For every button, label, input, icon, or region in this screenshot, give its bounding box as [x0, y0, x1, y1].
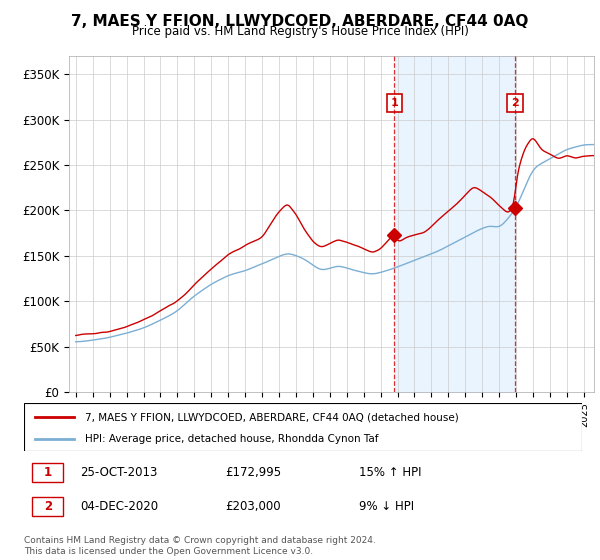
- FancyBboxPatch shape: [32, 463, 63, 482]
- Text: 04-DEC-2020: 04-DEC-2020: [80, 500, 158, 513]
- Text: 9% ↓ HPI: 9% ↓ HPI: [359, 500, 414, 513]
- Text: £203,000: £203,000: [225, 500, 281, 513]
- Text: 7, MAES Y FFION, LLWYDCOED, ABERDARE, CF44 0AQ (detached house): 7, MAES Y FFION, LLWYDCOED, ABERDARE, CF…: [85, 413, 459, 422]
- Text: 7, MAES Y FFION, LLWYDCOED, ABERDARE, CF44 0AQ: 7, MAES Y FFION, LLWYDCOED, ABERDARE, CF…: [71, 14, 529, 29]
- Text: Contains HM Land Registry data © Crown copyright and database right 2024.
This d: Contains HM Land Registry data © Crown c…: [24, 536, 376, 556]
- Text: 1: 1: [391, 98, 398, 108]
- Text: 25-OCT-2013: 25-OCT-2013: [80, 466, 157, 479]
- FancyBboxPatch shape: [24, 403, 582, 451]
- Text: 2: 2: [511, 98, 518, 108]
- Text: 15% ↑ HPI: 15% ↑ HPI: [359, 466, 421, 479]
- Text: Price paid vs. HM Land Registry's House Price Index (HPI): Price paid vs. HM Land Registry's House …: [131, 25, 469, 38]
- Text: £172,995: £172,995: [225, 466, 281, 479]
- Text: HPI: Average price, detached house, Rhondda Cynon Taf: HPI: Average price, detached house, Rhon…: [85, 434, 379, 444]
- FancyBboxPatch shape: [32, 497, 63, 516]
- Text: 2: 2: [44, 500, 52, 513]
- Text: 1: 1: [44, 466, 52, 479]
